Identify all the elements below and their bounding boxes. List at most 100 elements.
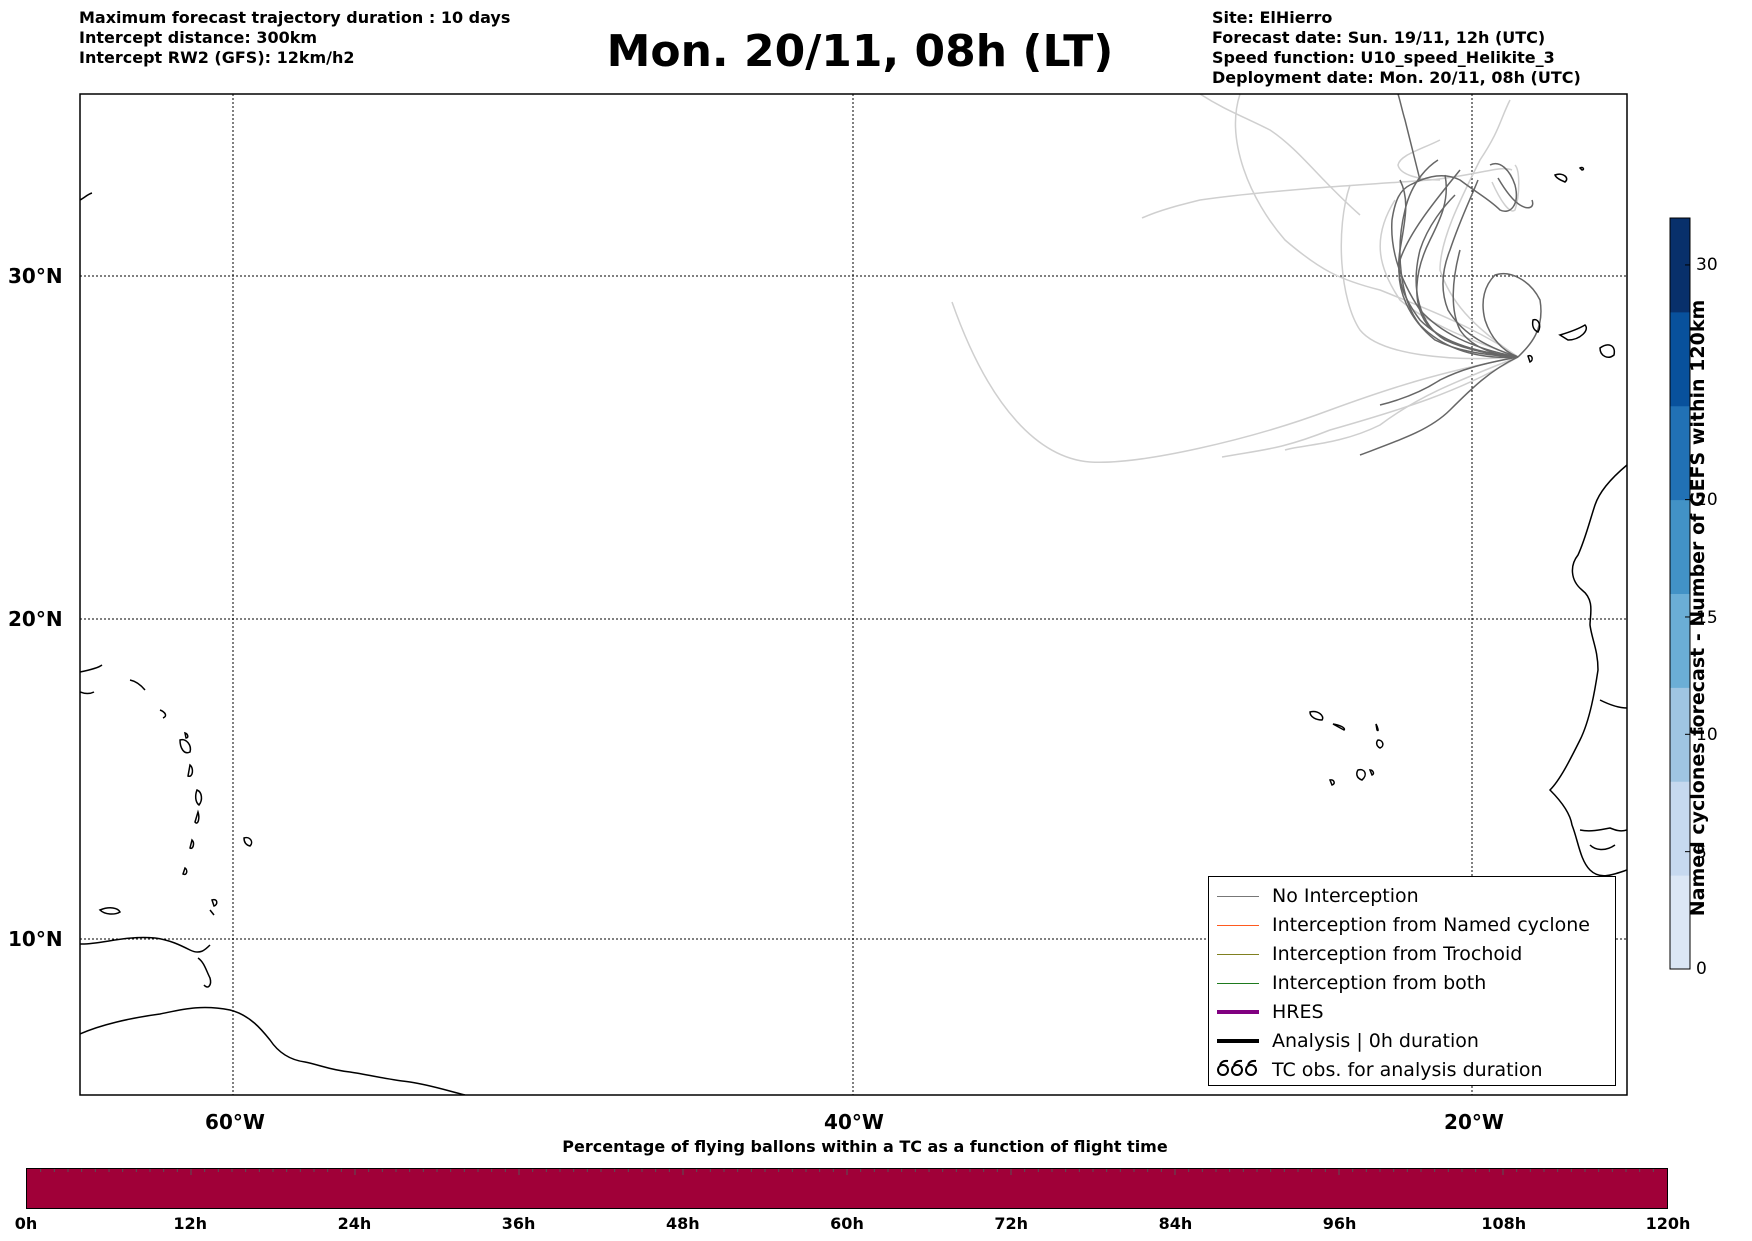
colorbar-segment [1670, 405, 1690, 501]
map-frame [79, 93, 1628, 1096]
island-canary-4 [1527, 354, 1533, 364]
island-canary-3 [1599, 344, 1616, 358]
bottom-colorbar-tick: 24h [337, 1214, 372, 1233]
lat-label-20n: 20°N [8, 607, 63, 631]
header-info-right: Site: ElHierro Forecast date: Sun. 19/11… [1212, 8, 1581, 88]
legend-item-named-cyclone: Interception from Named cyclone [1209, 911, 1615, 940]
island-cape-verde-2 [1332, 723, 1346, 731]
map-legend: No Interception Interception from Named … [1208, 876, 1616, 1086]
no-interception-trajectories [1359, 94, 1542, 456]
map-title: Mon. 20/11, 08h (LT) [606, 26, 1114, 77]
island-madeira-2 [1578, 166, 1585, 171]
bottom-colorbar-tick: 48h [665, 1214, 700, 1233]
lat-label-30n: 30°N [8, 264, 63, 288]
island-virgin [129, 679, 146, 691]
trajectory-line [1359, 356, 1519, 456]
island-small [243, 836, 253, 847]
legend-label: HRES [1272, 1001, 1324, 1023]
trajectory-line [1482, 273, 1542, 358]
legend-line-analysis [1217, 1039, 1259, 1043]
legend-line-named-cyclone [1217, 925, 1259, 926]
legend-item-tc-obs: TC obs. for analysis duration [1209, 1056, 1615, 1085]
legend-item-trochoid: Interception from Trochoid [1209, 940, 1615, 969]
colorbar-segment [1670, 499, 1690, 594]
lat-label-10n: 10°N [8, 927, 63, 951]
tc-symbol-icon-svg [1217, 1059, 1257, 1076]
header-line: Intercept RW2 (GFS): 12km/h2 [79, 48, 355, 67]
bottom-colorbar-tick: 72h [994, 1214, 1029, 1233]
header-line: Maximum forecast trajectory duration : 1… [79, 8, 511, 27]
island-leewards [159, 709, 167, 719]
coastline-trinidad [197, 957, 212, 988]
colorbar-tick: 10 [1696, 725, 1718, 745]
coastline-senegal-detail [1589, 844, 1616, 851]
island-aruba [98, 907, 121, 915]
legend-item-hres: HRES [1209, 998, 1615, 1027]
trajectory-line [1340, 184, 1519, 360]
colorbar-tick: 30 [1696, 255, 1718, 275]
header-line: Intercept distance: 300km [79, 28, 318, 47]
bottom-colorbar-tick: 0h [14, 1214, 38, 1233]
trajectory-line [1141, 167, 1513, 219]
legend-item-analysis: Analysis | 0h duration [1209, 1027, 1615, 1056]
island-north [80, 192, 93, 201]
lon-label-60w: 60°W [205, 1110, 265, 1134]
legend-line-hres [1217, 1010, 1259, 1014]
colorbar-tick: 15 [1696, 608, 1718, 628]
bottom-colorbar [26, 1168, 1668, 1209]
coastline-south-america [80, 1006, 466, 1095]
island-canary-2 [1558, 324, 1587, 341]
bottom-colorbar-tick: 12h [173, 1214, 208, 1233]
colorbar-segment [1670, 311, 1690, 407]
island-cape-verde-6 [1375, 723, 1379, 732]
legend-label: Analysis | 0h duration [1272, 1030, 1479, 1052]
header-info-left: Maximum forecast trajectory duration : 1… [79, 8, 510, 68]
trajectory-line [1199, 94, 1361, 216]
island-barbados [209, 909, 215, 916]
island-pr-2 [80, 691, 95, 695]
legend-item-both: Interception from both [1209, 969, 1615, 998]
colorbar-label: Named cyclones forecast - Number of GEFS… [1687, 299, 1709, 917]
legend-label: TC obs. for analysis duration [1272, 1059, 1543, 1081]
trajectory-line [1452, 249, 1519, 358]
coastline-mauritania [1599, 699, 1627, 709]
header-line: Deployment date: Mon. 20/11, 08h (UTC) [1212, 68, 1581, 87]
trajectory-line [1491, 164, 1520, 212]
island-cape-verde-3 [1375, 739, 1384, 749]
coastline-venezuela [80, 936, 211, 953]
trajectory-line [1379, 356, 1519, 406]
colorbar-tick: 20 [1696, 490, 1718, 510]
legend-line-both [1217, 983, 1259, 984]
island-madeira [1554, 173, 1568, 183]
trajectory-line [1234, 94, 1519, 358]
gefs-trajectories [951, 94, 1520, 463]
header-line: Forecast date: Sun. 19/11, 12h (UTC) [1212, 28, 1546, 47]
island-barbados-2 [211, 898, 218, 907]
bottom-colorbar-tick: 96h [1322, 1214, 1357, 1233]
bottom-colorbar-caption: Percentage of flying ballons within a TC… [562, 1137, 1168, 1156]
colorbar-tick: 0 [1696, 959, 1707, 979]
bottom-colorbar-tick: 120h [1645, 1214, 1691, 1233]
legend-item-no-interception: No Interception [1209, 882, 1615, 911]
trajectory-line [1379, 199, 1519, 358]
coastlines [80, 166, 1627, 1095]
trajectory-line [1397, 94, 1421, 181]
island-pr [80, 664, 103, 673]
legend-label: Interception from both [1272, 972, 1487, 994]
header-line: Site: ElHierro [1212, 8, 1333, 27]
colorbar-segment [1670, 687, 1690, 782]
legend-line-trochoid [1217, 954, 1259, 955]
legend-label: Interception from Trochoid [1272, 943, 1523, 965]
coastline-gambia [1579, 827, 1627, 832]
bottom-colorbar-tick: 60h [830, 1214, 864, 1233]
legend-label: Interception from Named cyclone [1272, 914, 1590, 936]
lon-label-20w: 20°W [1444, 1110, 1504, 1134]
trajectory-line [1497, 177, 1534, 209]
trajectory-line [1409, 163, 1517, 212]
island-stlucia [194, 809, 200, 824]
island-dominica [187, 763, 194, 777]
bottom-colorbar-tick: 108h [1481, 1214, 1527, 1233]
trajectory-line [1442, 179, 1519, 358]
island-cape-verde-5 [1328, 779, 1335, 786]
